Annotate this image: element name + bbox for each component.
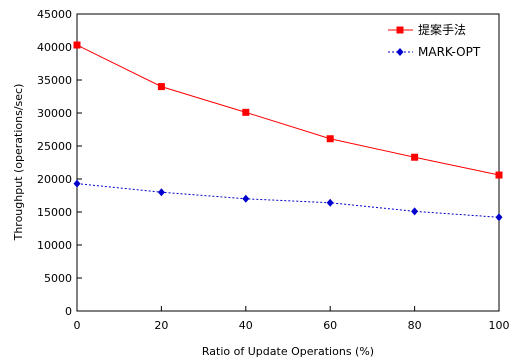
y-tick-label: 40000 <box>37 41 72 54</box>
series-line <box>76 44 500 176</box>
x-tick-label: 60 <box>323 319 337 332</box>
legend-item: 提案手法 <box>388 22 466 37</box>
legend-label: MARK-OPT <box>418 45 481 59</box>
data-point <box>242 108 250 116</box>
y-tick-label: 5000 <box>44 272 72 285</box>
data-point <box>73 179 81 188</box>
y-tick-label: 45000 <box>37 8 72 21</box>
data-point <box>495 171 503 179</box>
y-tick-label: 35000 <box>37 74 72 87</box>
x-tick-label: 40 <box>239 319 253 332</box>
legend: 提案手法 MARK-OPT <box>388 22 481 59</box>
data-point <box>326 198 334 207</box>
data-point <box>157 83 165 91</box>
legend-marker <box>396 48 404 56</box>
y-tick-label: 20000 <box>37 173 72 186</box>
y-tick-label: 25000 <box>37 140 72 153</box>
y-tick-label: 0 <box>65 305 72 318</box>
y-tick-label: 15000 <box>37 206 72 219</box>
x-axis: 0 20 40 60 80 100 <box>74 306 510 332</box>
y-tick-label: 10000 <box>37 239 72 252</box>
legend-label: 提案手法 <box>418 22 466 37</box>
series-1 <box>73 41 503 179</box>
x-axis-title: Ratio of Update Operations (%) <box>202 345 374 358</box>
legend-item: MARK-OPT <box>388 45 481 59</box>
data-point <box>326 135 334 143</box>
data-point <box>73 41 81 49</box>
data-point <box>242 194 250 203</box>
data-point <box>157 188 165 197</box>
x-tick-label: 0 <box>74 319 81 332</box>
data-point <box>411 153 419 161</box>
x-tick-label: 80 <box>408 319 422 332</box>
series-layer <box>73 41 503 222</box>
data-point <box>495 213 503 222</box>
series-line <box>76 183 500 218</box>
y-axis: 0 5000 10000 15000 20000 25000 30000 35000 40000… <box>37 8 82 318</box>
data-point <box>411 207 419 216</box>
legend-marker <box>396 26 404 34</box>
plot-area <box>76 13 500 312</box>
x-tick-label: 20 <box>154 319 168 332</box>
y-axis-title: Throughput (operations/sec) <box>12 84 25 242</box>
x-tick-label: 100 <box>489 319 510 332</box>
series-2 <box>73 179 503 222</box>
y-tick-label: 30000 <box>37 107 72 120</box>
